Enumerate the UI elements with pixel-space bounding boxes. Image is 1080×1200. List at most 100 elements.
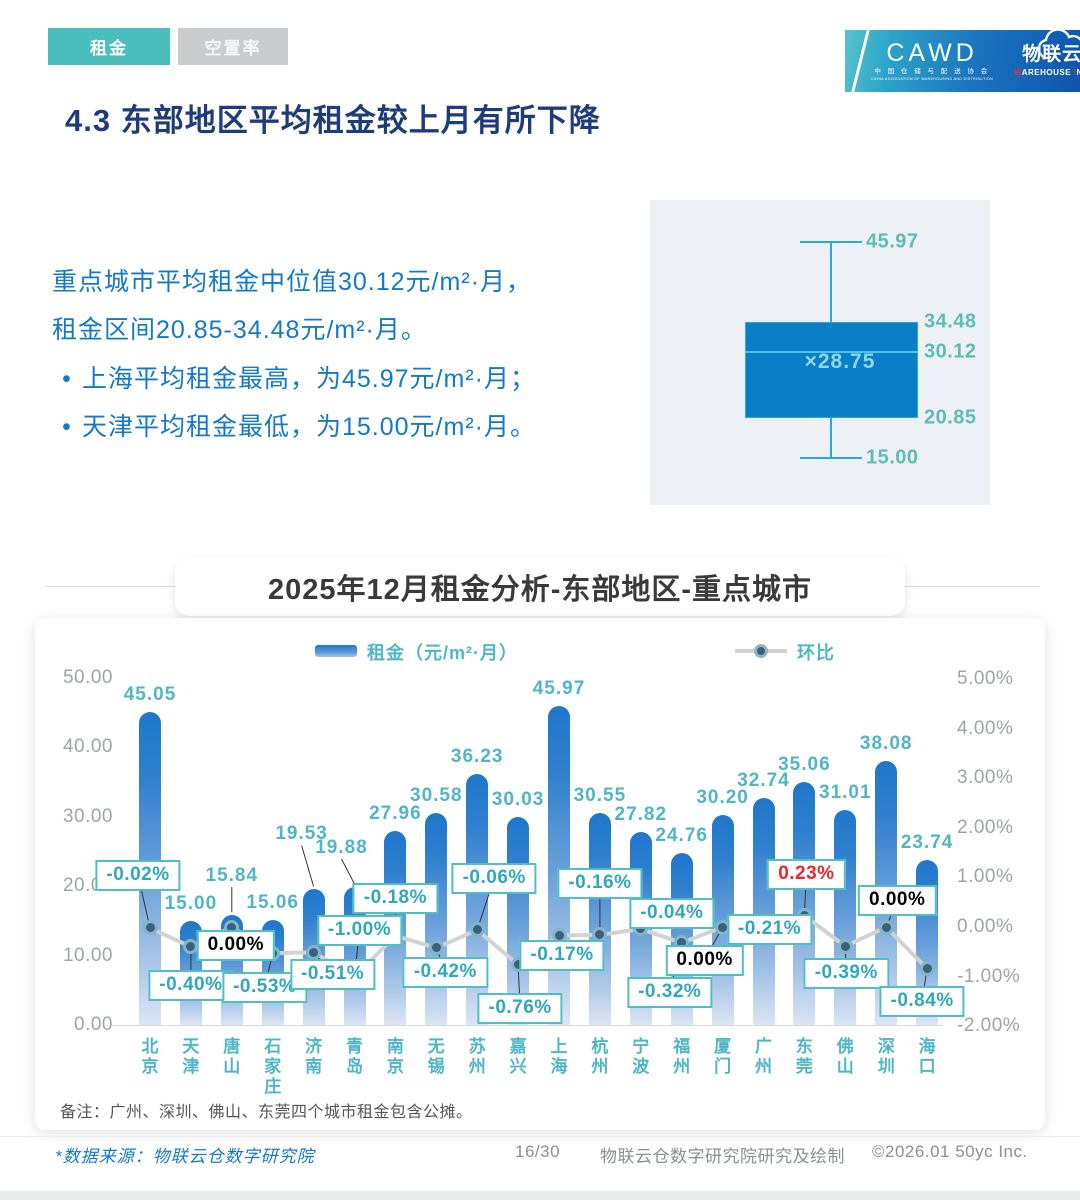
- y-axis-tick-right: 1.00%: [957, 866, 1014, 888]
- rent-value-label: 19.53: [275, 823, 328, 845]
- rent-value-label: 15.84: [205, 865, 259, 887]
- x-axis-city-label: 厦 门: [714, 1037, 732, 1076]
- boxplot-median-label: 30.12: [924, 340, 977, 363]
- y-axis-tick-right: 3.00%: [957, 767, 1014, 789]
- summary-bullet-2: • 天津平均租金最低，为15.00元/m²·月。: [52, 403, 652, 451]
- mom-change-label: -0.17%: [519, 940, 605, 972]
- bullet-marker: •: [62, 365, 72, 393]
- x-axis-city-label: 福 州: [673, 1037, 691, 1076]
- page-number: 16/30: [515, 1142, 561, 1161]
- chart-note: 备注：广州、深圳、佛山、东莞四个城市租金包含公摊。: [60, 1104, 473, 1121]
- brand-english-wordmark: WAREHOUSE IN CLOUD: [1014, 68, 1080, 77]
- mom-change-label: 0.00%: [858, 885, 937, 916]
- mom-change-dot: [878, 919, 894, 935]
- cawd-chinese-name: 中 国 仓 储 与 配 送 协 会: [874, 68, 990, 75]
- mom-change-label: -0.39%: [803, 958, 889, 990]
- summary-line-2: 租金区间20.85-34.48元/m²·月。: [52, 316, 427, 344]
- leader-line: [341, 858, 355, 885]
- x-axis-city-label: 广 州: [755, 1037, 772, 1076]
- mom-change-label: -0.51%: [289, 959, 376, 991]
- rent-value-label: 38.08: [859, 732, 913, 754]
- cawd-wordmark: CAWD: [886, 39, 978, 67]
- mom-change-label: -0.02%: [95, 859, 181, 891]
- y-axis-tick-left: 0.00: [74, 1014, 113, 1035]
- summary-bullet-1-text: 上海平均租金最高，为45.97元/m²·月；: [82, 365, 536, 393]
- mom-change-dot: [306, 944, 322, 960]
- page-title: 4.3 东部地区平均租金较上月有所下降: [65, 103, 601, 138]
- boxplot-median-line: [745, 351, 918, 353]
- copyright-text: ©2026.01 50yc Inc.: [872, 1142, 1028, 1161]
- y-axis-tick-right: -1.00%: [957, 965, 1021, 987]
- x-axis-city-label: 苏 州: [468, 1037, 486, 1076]
- chart-card: 租金（元/m²·月） 环比 50.00 40.00 30.00 20.00 10.00 0…: [35, 618, 1045, 1130]
- mom-change-dot: [469, 922, 485, 938]
- x-axis-city-label: 深 圳: [877, 1037, 895, 1076]
- mom-change-label: -0.84%: [879, 985, 965, 1017]
- rent-value-label: 15.06: [246, 892, 299, 914]
- x-axis-city-label: 天 津: [182, 1037, 200, 1076]
- credit-text: 物联云仓数字研究院研究及绘制: [600, 1147, 845, 1166]
- y-axis-tick-right: 5.00%: [957, 668, 1014, 690]
- mom-change-label: -0.76%: [477, 992, 563, 1024]
- chart-title: 2025年12月租金分析-东部地区-重点城市: [267, 574, 813, 606]
- logo-banner: CAWD 中 国 仓 储 与 配 送 协 会 CHINA ASSOCIATION…: [845, 30, 1080, 92]
- mom-change-label: -0.04%: [629, 897, 715, 929]
- summary-block: 重点城市平均租金中位值30.12元/m²·月， 租金区间20.85-34.48元…: [52, 258, 652, 451]
- mom-change-dot: [837, 938, 853, 954]
- x-axis-city-label: 济 南: [305, 1037, 323, 1076]
- mom-change-label: -0.18%: [352, 882, 438, 914]
- mom-change-dot: [428, 940, 444, 956]
- rent-bar: [752, 797, 775, 1025]
- boxplot-max-label: 45.97: [866, 230, 919, 253]
- cawd-logo: CAWD 中 国 仓 储 与 配 送 协 会 CHINA ASSOCIATION…: [871, 41, 993, 81]
- x-axis-city-label: 青 岛: [346, 1037, 363, 1076]
- combo-chart-plot: 50.00 40.00 30.00 20.00 10.00 0.00 5.00% 4.00% 3…: [35, 618, 1045, 1130]
- rent-value-label: 15.00: [164, 892, 218, 914]
- legend-line-dot: [754, 644, 768, 658]
- leader-line: [301, 845, 315, 887]
- rent-value-label: 30.55: [573, 784, 627, 806]
- tab-vacancy[interactable]: 空置率: [178, 28, 288, 65]
- brand-chinese-wordmark: 物联云仓: [1022, 43, 1080, 65]
- brand-letter-i: I: [1073, 68, 1077, 78]
- rent-value-label: 45.97: [532, 677, 586, 699]
- boxplot-whisker-cap-bottom: [800, 457, 862, 459]
- brand-text: N: [1076, 68, 1080, 78]
- x-axis-line: [113, 1025, 943, 1026]
- data-source: *数据来源：物联云仓数字研究院: [55, 1147, 315, 1166]
- summary-bullet-2-text: 天津平均租金最低，为15.00元/m²·月。: [82, 413, 536, 441]
- legend-bar-label: 租金（元/m²·月）: [367, 643, 518, 663]
- cawd-english-name: CHINA ASSOCIATION OF WAREHOUSING AND DIS…: [871, 76, 994, 81]
- rent-value-label: 30.03: [491, 788, 545, 810]
- legend-line-label: 环比: [797, 643, 835, 663]
- y-axis-tick-right: -2.00%: [957, 1015, 1021, 1037]
- mom-change-dot: [142, 920, 158, 936]
- rent-value-label: 30.20: [696, 787, 749, 809]
- legend-bar-swatch: [315, 645, 357, 657]
- y-axis-tick-right: 4.00%: [957, 717, 1014, 739]
- y-axis-tick-left: 10.00: [62, 944, 113, 966]
- rent-value-label: 19.88: [315, 837, 368, 859]
- x-axis-city-label: 宁 波: [632, 1037, 650, 1076]
- rent-value-label: 23.74: [900, 832, 954, 854]
- mom-change-label: 0.00%: [196, 930, 275, 961]
- summary-line-1: 重点城市平均租金中位值30.12元/m²·月，: [52, 268, 532, 296]
- rent-value-label: 27.82: [614, 803, 668, 825]
- rent-value-label: 31.01: [819, 781, 872, 803]
- mom-change-label: -1.00%: [316, 914, 403, 946]
- rent-value-label: 24.76: [655, 825, 708, 847]
- mom-change-dot: [919, 961, 935, 977]
- y-axis-tick-left: 30.00: [62, 805, 113, 827]
- boxplot-q1-label: 20.85: [924, 406, 977, 429]
- section-title-box: 2025年12月租金分析-东部地区-重点城市: [175, 558, 905, 616]
- x-axis-city-label: 无 锡: [427, 1037, 445, 1076]
- tab-rent[interactable]: 租金: [48, 28, 170, 65]
- mom-change-label: -0.06%: [451, 862, 537, 894]
- boxplot-box: [745, 322, 918, 418]
- boxplot-whisker-bottom: [830, 418, 832, 458]
- boxplot-whisker-top: [830, 242, 832, 322]
- brand-letter-w: W: [1014, 68, 1022, 78]
- chart-legend: 租金（元/m²·月） 环比: [35, 638, 1045, 663]
- y-axis-tick-left: 50.00: [62, 667, 113, 688]
